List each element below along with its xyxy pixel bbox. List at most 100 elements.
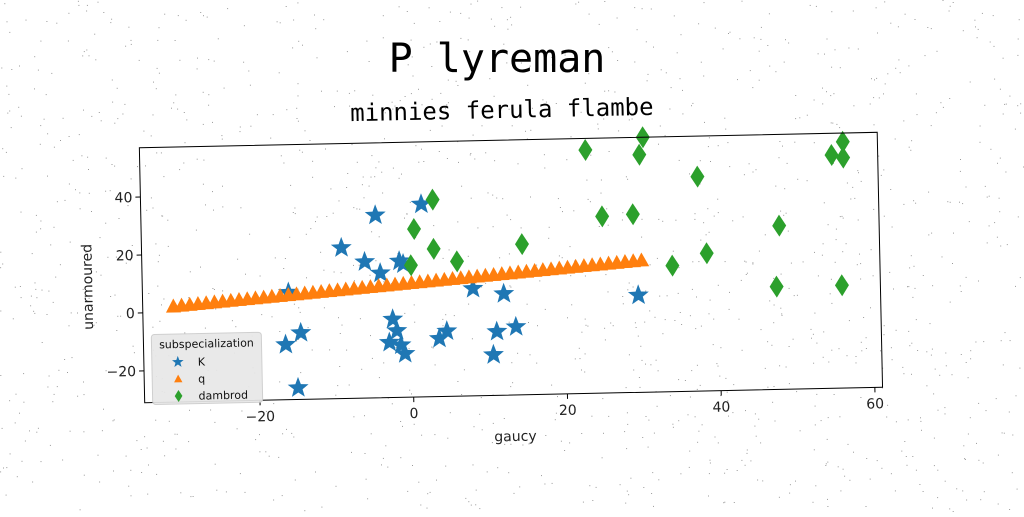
- noise-dot: [775, 186, 776, 187]
- noise-dot: [143, 131, 144, 132]
- noise-dot: [3, 468, 4, 469]
- noise-dot: [203, 92, 204, 93]
- noise-dot: [65, 200, 66, 201]
- noise-dot: [364, 415, 365, 416]
- noise-dot: [190, 271, 191, 272]
- noise-dot: [716, 363, 717, 364]
- noise-dot: [671, 87, 672, 88]
- noise-dot: [294, 304, 295, 305]
- noise-dot: [907, 465, 908, 466]
- noise-dot: [786, 213, 787, 214]
- noise-dot: [363, 177, 364, 178]
- noise-dot: [87, 5, 88, 6]
- noise-dot: [674, 320, 675, 321]
- noise-dot: [414, 23, 415, 24]
- noise-dot: [658, 144, 659, 145]
- noise-dot: [493, 226, 494, 227]
- noise-dot: [843, 469, 844, 470]
- noise-dot: [824, 54, 825, 55]
- noise-dot: [999, 198, 1000, 199]
- noise-dot: [232, 320, 233, 321]
- noise-dot: [0, 267, 1, 268]
- noise-dot: [873, 275, 874, 276]
- noise-dot: [362, 184, 363, 185]
- noise-dot: [786, 367, 787, 368]
- noise-dot: [651, 9, 652, 10]
- chart-title: P lyreman: [389, 36, 606, 82]
- noise-dot: [443, 258, 444, 259]
- noise-dot: [696, 297, 697, 298]
- point-K: [290, 322, 311, 342]
- noise-dot: [788, 43, 789, 44]
- noise-dot: [618, 130, 619, 131]
- data-marks: [162, 122, 855, 400]
- noise-dot: [378, 161, 379, 162]
- noise-dot: [474, 426, 475, 427]
- noise-dot: [54, 394, 55, 395]
- noise-dot: [392, 403, 393, 404]
- noise-dot: [937, 497, 938, 498]
- noise-dot: [189, 410, 190, 411]
- noise-dot: [321, 507, 322, 508]
- noise-dot: [21, 297, 22, 298]
- point-dambrod: [426, 238, 440, 260]
- noise-dot: [794, 142, 795, 143]
- noise-dot: [578, 2, 579, 3]
- noise-dot: [73, 160, 74, 161]
- noise-dot: [114, 419, 115, 420]
- noise-dot: [445, 466, 446, 467]
- noise-dot: [84, 475, 85, 476]
- x-tick-label: 20: [559, 403, 577, 419]
- noise-dot: [927, 27, 928, 28]
- noise-dot: [685, 380, 686, 381]
- noise-dot: [874, 124, 875, 125]
- noise-dot: [970, 358, 971, 359]
- noise-dot: [286, 6, 287, 7]
- noise-dot: [399, 178, 400, 179]
- noise-dot: [718, 442, 719, 443]
- noise-dot: [115, 295, 116, 296]
- x-tick-label: 40: [712, 399, 730, 415]
- noise-dot: [84, 394, 85, 395]
- noise-dot: [772, 402, 773, 403]
- noise-dot: [571, 304, 572, 305]
- noise-dot: [134, 352, 135, 353]
- noise-dot: [471, 198, 472, 199]
- noise-dot: [144, 436, 145, 437]
- noise-dot: [697, 389, 698, 390]
- noise-dot: [347, 51, 348, 52]
- noise-dot: [384, 138, 385, 139]
- noise-dot: [1000, 89, 1001, 90]
- noise-dot: [608, 225, 609, 226]
- noise-dot: [370, 335, 371, 336]
- noise-dot: [544, 168, 545, 169]
- y-tick-label: 40: [114, 190, 132, 206]
- noise-dot: [908, 331, 909, 332]
- noise-dot: [656, 360, 657, 361]
- noise-dot: [609, 151, 610, 152]
- noise-dot: [870, 104, 871, 105]
- noise-dot: [473, 464, 474, 465]
- noise-dot: [617, 60, 618, 61]
- noise-dot: [70, 242, 71, 243]
- noise-dot: [330, 188, 331, 189]
- noise-dot: [3, 176, 4, 177]
- noise-dot: [476, 490, 477, 491]
- noise-dot: [755, 413, 756, 414]
- noise-dot: [914, 266, 915, 267]
- noise-dot: [450, 12, 451, 13]
- noise-dot: [926, 385, 927, 386]
- noise-dot: [46, 21, 47, 22]
- noise-dot: [315, 28, 316, 29]
- noise-dot: [848, 48, 849, 49]
- noise-dot: [42, 342, 43, 343]
- noise-dot: [811, 338, 812, 339]
- noise-dot: [642, 8, 643, 9]
- noise-dot: [116, 330, 117, 331]
- noise-dot: [433, 347, 434, 348]
- noise-dot: [975, 26, 976, 27]
- noise-dot: [690, 397, 691, 398]
- noise-dot: [530, 130, 531, 131]
- noise-dot: [884, 325, 885, 326]
- noise-dot: [558, 198, 559, 199]
